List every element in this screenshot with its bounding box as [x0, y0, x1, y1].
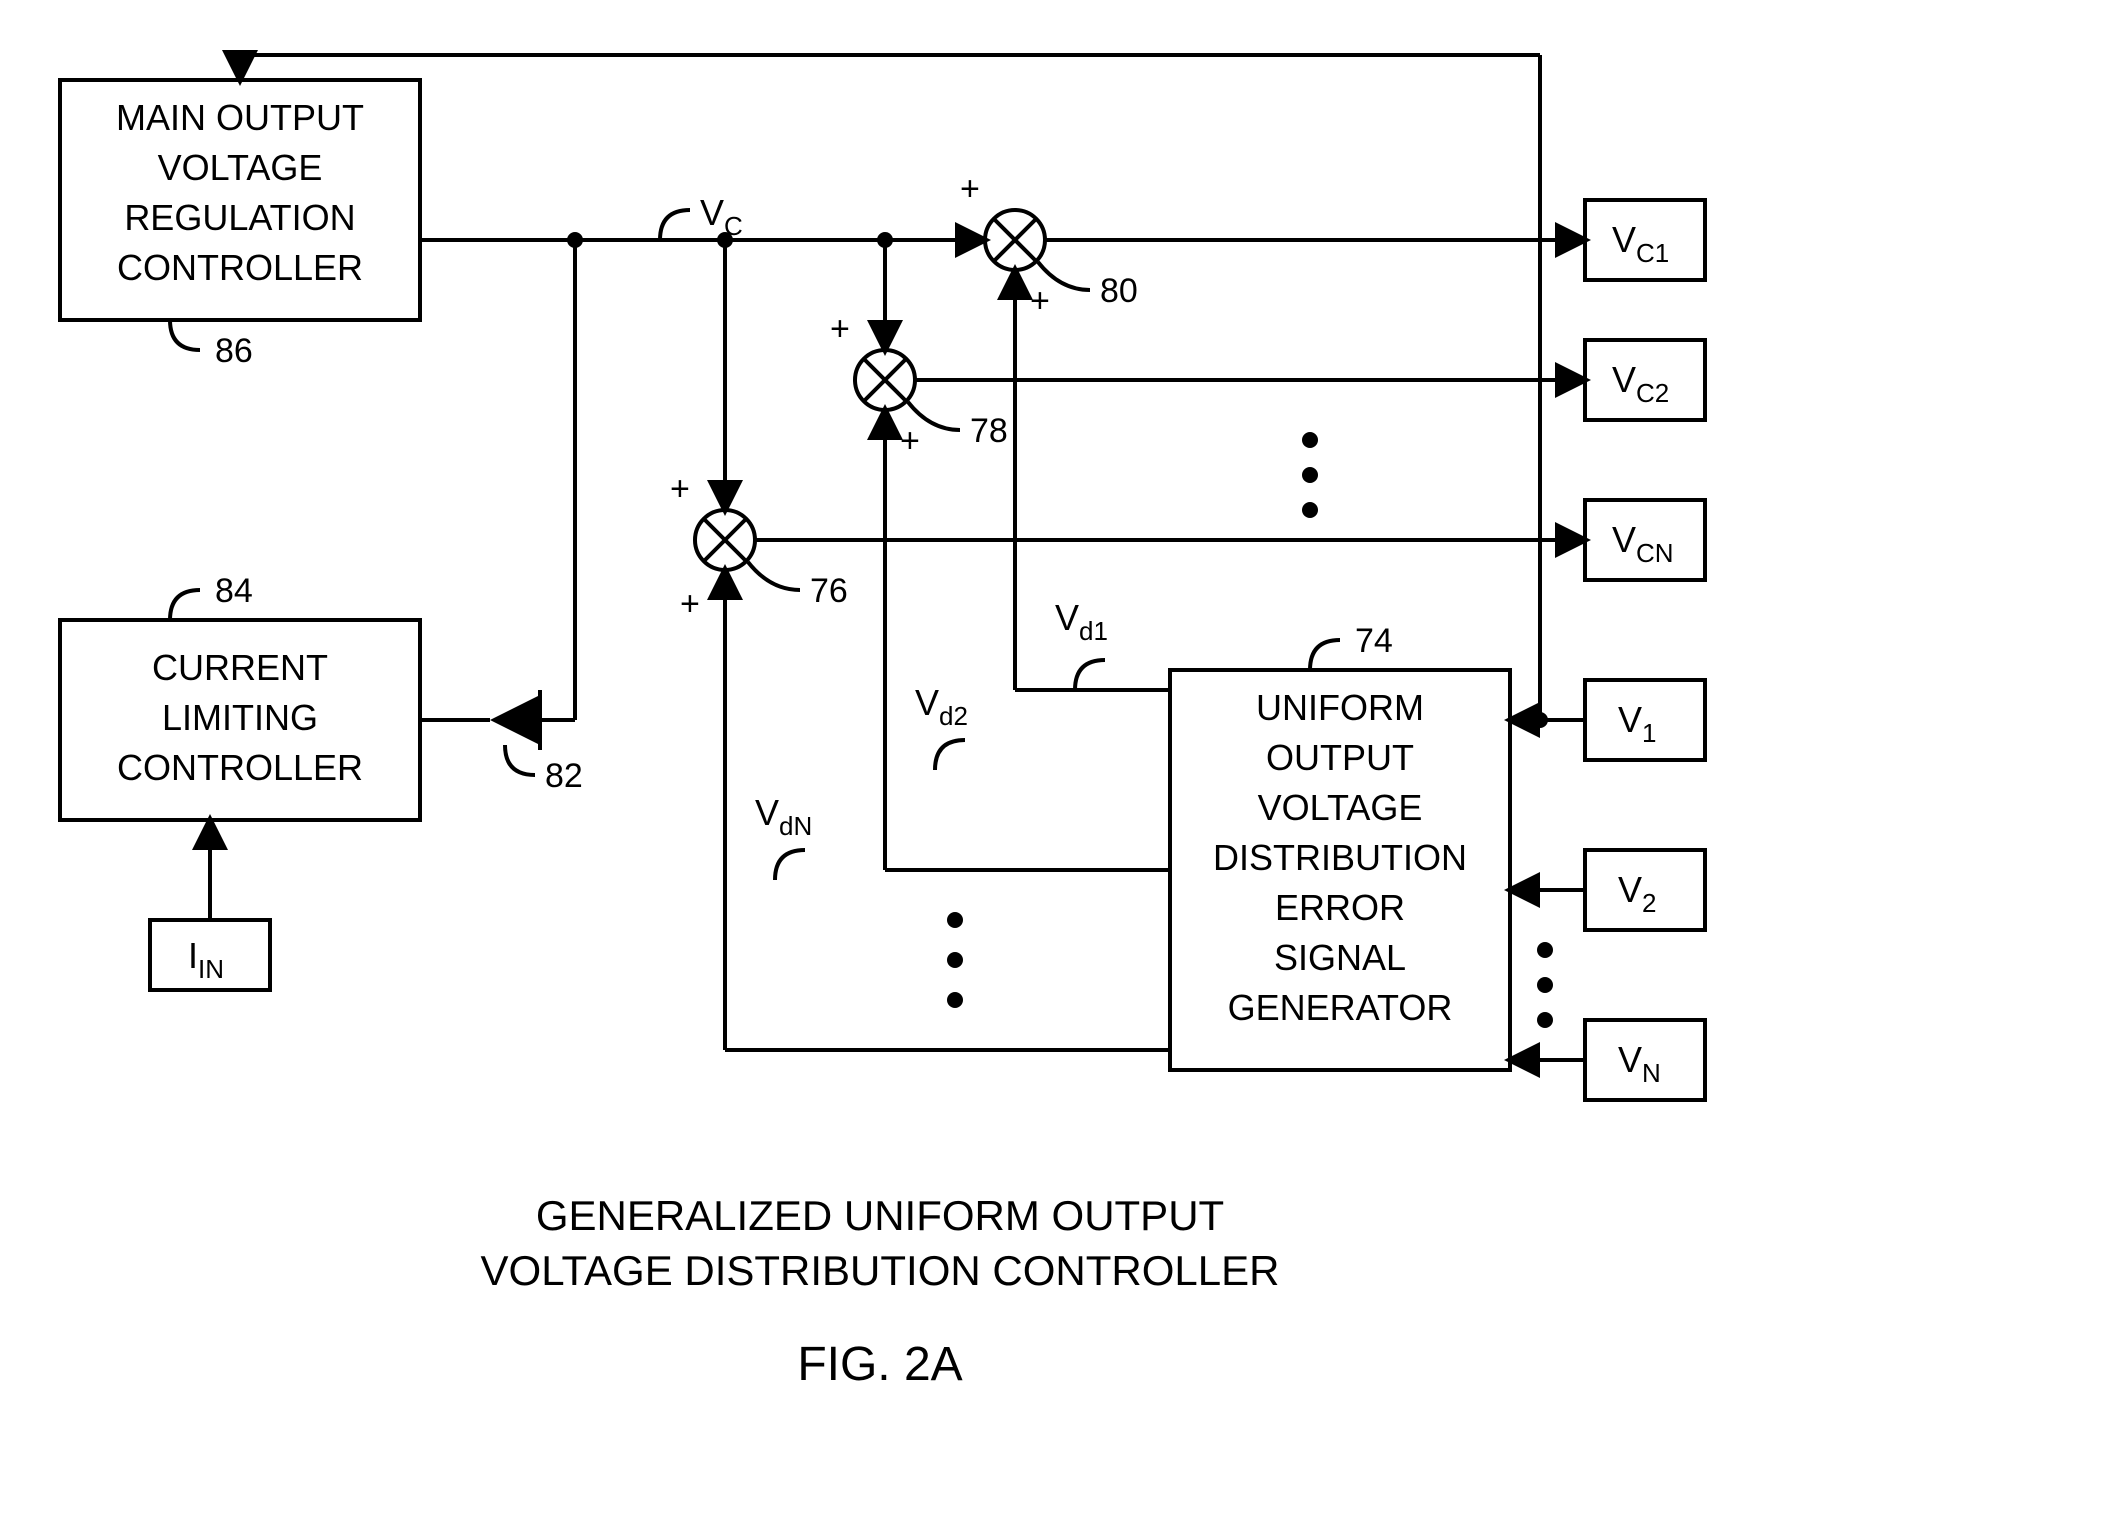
vc1-box: VC1 [1585, 200, 1705, 280]
current-limiting-controller-block: CURRENT LIMITING CONTROLLER [60, 620, 420, 820]
main-output-voltage-regulation-controller-block: MAIN OUTPUT VOLTAGE REGULATION CONTROLLE… [60, 80, 420, 320]
ellipsis-v-inputs [1537, 942, 1553, 1028]
ref-76: 76 [810, 572, 848, 610]
fig-label: FIG. 2A [797, 1338, 962, 1391]
ug-line7: GENERATOR [1228, 987, 1453, 1028]
summer-80-plus-bot: + [1030, 282, 1050, 320]
ref-78: 78 [970, 412, 1008, 450]
vd1-label: Vd1 [1055, 597, 1108, 646]
summer-78-plus-top: + [830, 310, 850, 348]
vd1-leader [1075, 660, 1105, 690]
ug-line6: SIGNAL [1274, 937, 1406, 978]
vdn-leader [775, 850, 805, 880]
diode-82 [420, 690, 575, 750]
title-line2: VOLTAGE DISTRIBUTION CONTROLLER [481, 1247, 1280, 1294]
ug-line5: ERROR [1275, 887, 1405, 928]
ug-line1: UNIFORM [1256, 687, 1424, 728]
v1-box: V1 [1585, 680, 1705, 760]
main-controller-line3: REGULATION [124, 197, 355, 238]
vdn-label: VdN [755, 792, 812, 841]
summer-78-plus-bot: + [900, 422, 920, 460]
current-limiting-line3: CONTROLLER [117, 747, 363, 788]
iin-block: IIN [150, 920, 270, 990]
title-line1: GENERALIZED UNIFORM OUTPUT [536, 1192, 1224, 1239]
summer-76 [695, 510, 755, 570]
ref-74: 74 [1355, 622, 1393, 660]
summer-76-plus-top: + [670, 470, 690, 508]
vn-box: VN [1585, 1020, 1705, 1100]
summer-76-plus-bot: + [680, 585, 700, 623]
ref-86: 86 [215, 332, 253, 370]
ellipsis-vd-wires [947, 912, 963, 1008]
ref-84-leader [170, 590, 200, 620]
summer-80-plus-top: + [960, 170, 980, 208]
ref-76-leader [748, 562, 800, 590]
current-limiting-line1: CURRENT [152, 647, 328, 688]
vc-leader [660, 210, 690, 240]
ref-74-leader [1310, 640, 1340, 670]
ug-line4: DISTRIBUTION [1213, 837, 1467, 878]
vcn-box: VCN [1585, 500, 1705, 580]
main-controller-line2: VOLTAGE [158, 147, 323, 188]
vc2-box: VC2 [1585, 340, 1705, 420]
ref-84: 84 [215, 572, 253, 610]
ref-86-leader [170, 320, 200, 350]
uniform-generator-block: UNIFORM OUTPUT VOLTAGE DISTRIBUTION ERRO… [1170, 670, 1510, 1070]
current-limiting-line2: LIMITING [162, 697, 318, 738]
ref-82: 82 [545, 757, 583, 795]
ref-80: 80 [1100, 272, 1138, 310]
summer-78 [855, 350, 915, 410]
ref-82-leader [505, 745, 535, 775]
summer-80 [985, 210, 1045, 270]
ug-line2: OUTPUT [1266, 737, 1414, 778]
main-controller-line1: MAIN OUTPUT [116, 97, 364, 138]
v2-box: V2 [1585, 850, 1705, 930]
ellipsis-vc-outputs [1302, 432, 1318, 518]
vd2-label: Vd2 [915, 682, 968, 731]
main-controller-line4: CONTROLLER [117, 247, 363, 288]
vd2-leader [935, 740, 965, 770]
ug-line3: VOLTAGE [1258, 787, 1423, 828]
